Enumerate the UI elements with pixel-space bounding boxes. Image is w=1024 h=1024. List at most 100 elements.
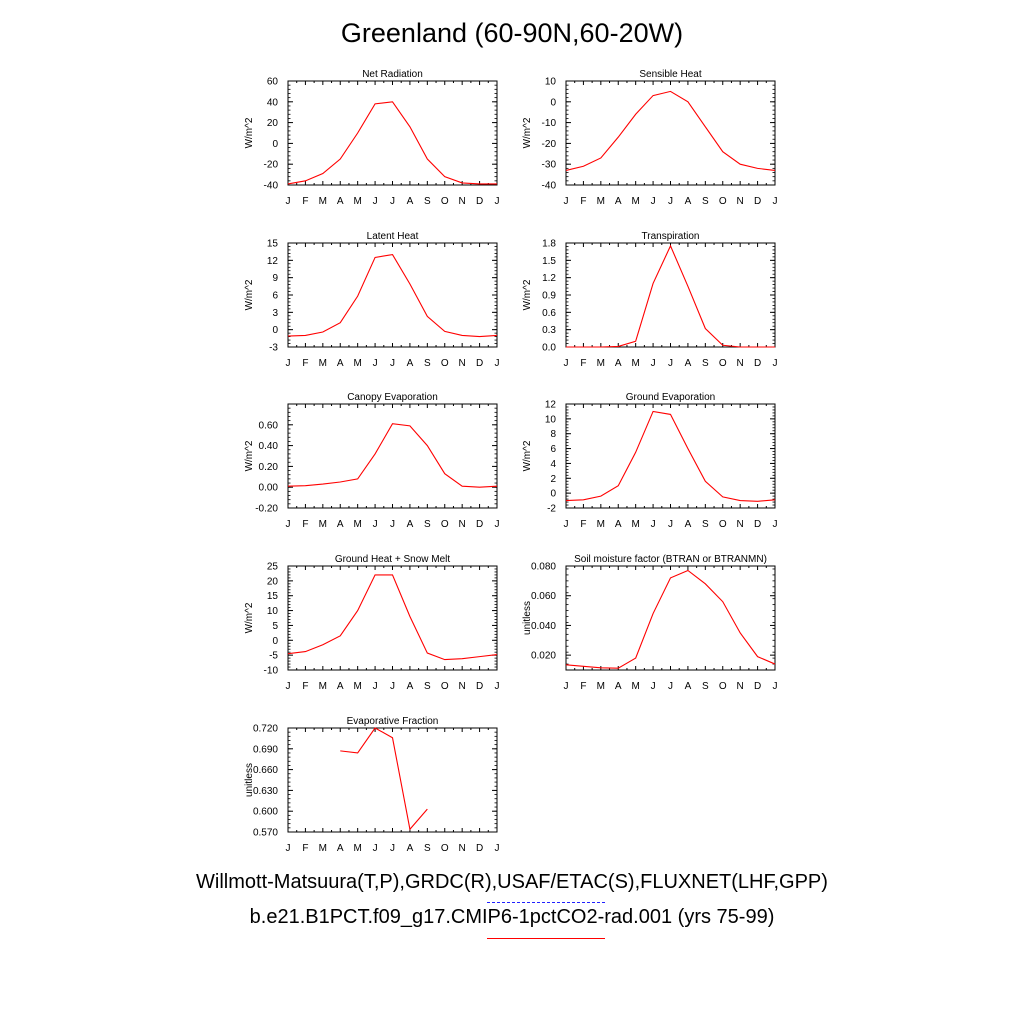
x-tick-label: J (286, 358, 291, 369)
plot-frame (287, 565, 498, 671)
y-tick-label: 20 (267, 576, 279, 587)
y-tick-label: 6 (272, 291, 278, 302)
x-tick-label: J (773, 196, 778, 207)
y-tick-label: 5 (272, 621, 278, 632)
x-tick-label: J (651, 196, 656, 207)
x-tick-label: J (668, 358, 673, 369)
x-tick-label: M (319, 358, 327, 369)
y-tick-label: 0.040 (531, 621, 556, 632)
y-tick-label: 0.080 (531, 562, 556, 573)
x-tick-label: D (754, 358, 761, 369)
y-tick-label: 3 (272, 308, 278, 319)
y-tick-label: -3 (269, 343, 278, 354)
x-tick-label: F (580, 681, 586, 692)
x-tick-label: A (407, 196, 414, 207)
x-tick-label: J (286, 196, 291, 207)
plot-frame (287, 80, 498, 186)
plot-frame (287, 403, 498, 509)
x-tick-label: M (319, 843, 327, 854)
y-tick-label: 20 (267, 118, 279, 129)
y-tick-label: -40 (264, 181, 279, 192)
x-tick-label: N (737, 196, 744, 207)
y-axis-label: unitless (244, 763, 255, 797)
x-tick-label: S (424, 681, 431, 692)
y-tick-label: 10 (545, 77, 557, 88)
y-tick-label: 1.8 (542, 239, 556, 250)
x-tick-label: A (407, 843, 414, 854)
x-tick-label: N (459, 196, 466, 207)
y-tick-label: 0 (550, 97, 556, 108)
y-tick-label: -10 (264, 666, 279, 677)
y-tick-label: 15 (267, 239, 279, 250)
figure-title: Greenland (60-90N,60-20W) (340, 18, 684, 48)
series-line (287, 101, 497, 185)
plot-frame (565, 242, 776, 348)
panel-8: Soil moisture factor (BTRAN or BTRANMN) J… (522, 554, 778, 692)
x-tick-label: F (302, 843, 308, 854)
y-tick-label: 0.660 (253, 765, 278, 776)
x-tick-label: F (302, 358, 308, 369)
series-line (287, 253, 498, 338)
series-line (565, 90, 776, 171)
x-tick-label: A (407, 519, 414, 530)
y-tick-label: 0.600 (253, 807, 278, 818)
x-tick-label: F (580, 196, 586, 207)
x-tick-label: O (719, 358, 727, 369)
y-tick-label: 0.9 (542, 291, 556, 302)
y-tick-label: 0 (272, 325, 278, 336)
x-tick-label: D (476, 358, 483, 369)
y-tick-label: 4 (550, 459, 556, 470)
x-tick-label: J (668, 519, 673, 530)
y-tick-label: 0.060 (531, 591, 556, 602)
series-line (565, 410, 776, 502)
panel-title: Latent Heat (367, 231, 419, 242)
y-tick-label: 0.020 (531, 651, 556, 662)
x-tick-label: A (337, 358, 344, 369)
x-tick-label: J (651, 519, 656, 530)
x-tick-label: O (441, 681, 449, 692)
y-tick-label: -40 (542, 181, 557, 192)
x-tick-label: J (564, 196, 569, 207)
x-tick-label: D (754, 681, 761, 692)
x-tick-label: M (319, 681, 327, 692)
x-tick-label: J (373, 196, 378, 207)
y-tick-label: 12 (545, 400, 557, 411)
x-tick-label: D (476, 843, 483, 854)
plot-frame (565, 565, 776, 671)
x-tick-label: A (615, 196, 622, 207)
x-tick-label: A (615, 681, 622, 692)
x-tick-label: O (441, 358, 449, 369)
panel-title: Sensible Heat (639, 69, 701, 80)
y-tick-label: 0.570 (253, 828, 278, 839)
x-tick-label: M (597, 196, 605, 207)
x-tick-label: S (702, 681, 709, 692)
x-tick-label: M (353, 196, 361, 207)
y-tick-label: -20 (264, 160, 279, 171)
x-tick-label: M (597, 681, 605, 692)
x-tick-label: D (476, 196, 483, 207)
y-tick-label: -10 (542, 118, 557, 129)
y-tick-label: 1.5 (542, 256, 556, 267)
y-axis-label: W/m^2 (244, 602, 255, 633)
x-tick-label: J (668, 681, 673, 692)
y-tick-label: -5 (269, 651, 278, 662)
y-tick-label: 6 (550, 444, 556, 455)
x-tick-label: M (353, 358, 361, 369)
y-axis-label: W/m^2 (522, 279, 533, 310)
x-tick-label: J (495, 196, 500, 207)
x-tick-label: J (651, 681, 656, 692)
x-tick-label: M (631, 681, 639, 692)
x-tick-label: S (702, 196, 709, 207)
y-tick-label: 0.3 (542, 325, 556, 336)
y-axis-label: W/m^2 (244, 440, 255, 471)
plot-frame (565, 80, 776, 186)
x-tick-label: M (353, 519, 361, 530)
legend-observed-swatch (487, 902, 605, 903)
y-tick-label: 0.60 (259, 420, 279, 431)
x-tick-label: A (337, 681, 344, 692)
y-tick-label: 0 (272, 636, 278, 647)
x-tick-label: J (495, 519, 500, 530)
